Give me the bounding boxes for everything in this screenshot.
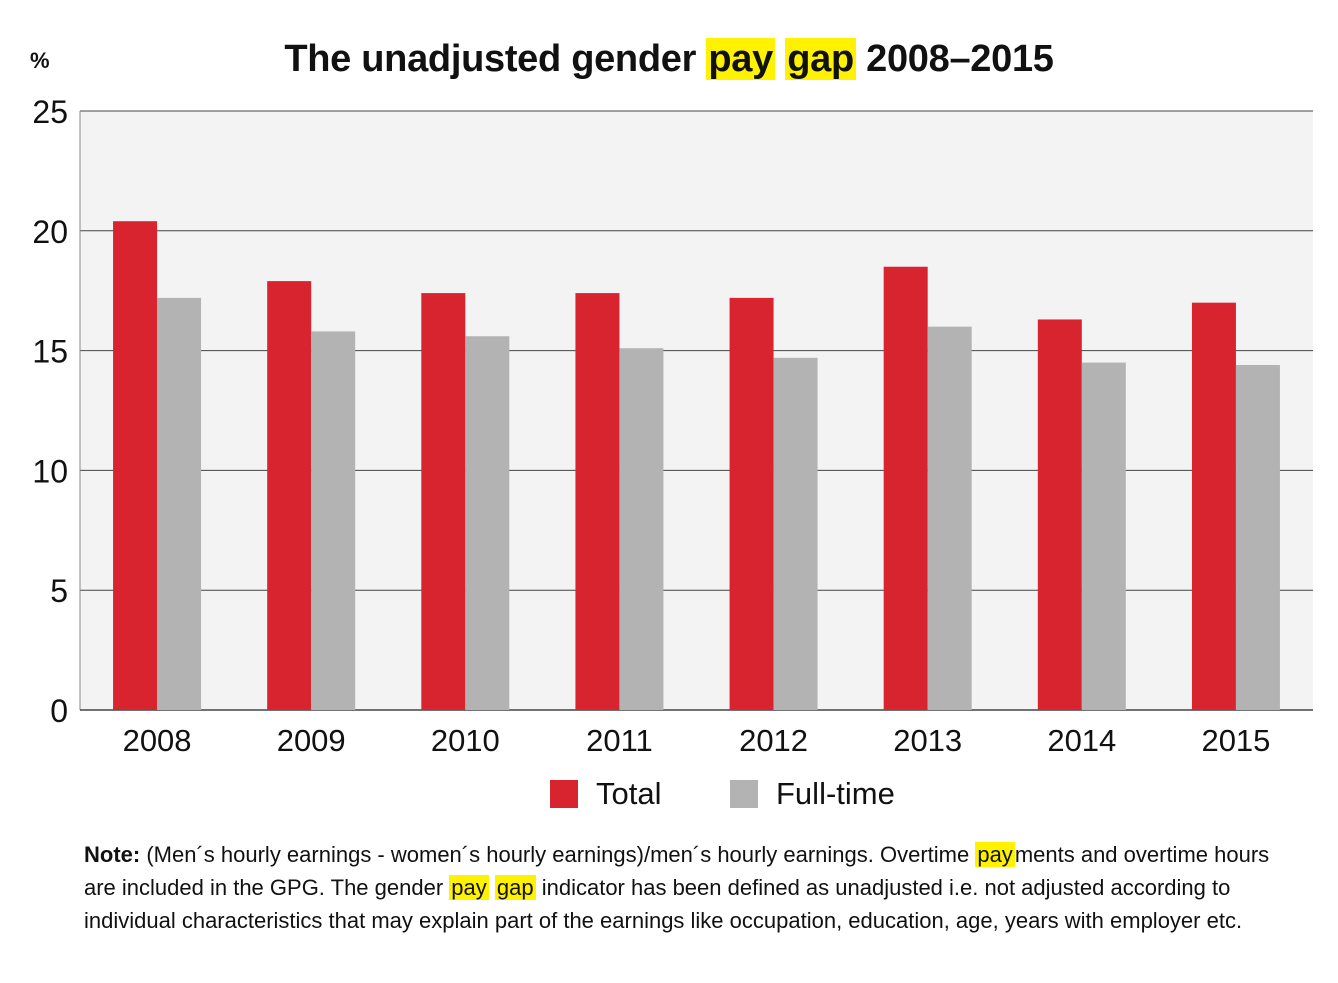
x-tick-label-2008: 2008 — [123, 723, 192, 758]
bar-total-2010 — [421, 293, 466, 710]
title-text-2: 2008–2015 — [855, 38, 1054, 80]
legend-item-fulltime: Full-time — [730, 776, 895, 812]
y-tick-label-25: 25 — [32, 94, 68, 130]
title-space — [775, 38, 785, 80]
legend-swatch-total — [550, 780, 578, 808]
bar-total-2011 — [575, 293, 620, 710]
title-highlight-pay: pay — [706, 38, 775, 80]
bar-total-2015 — [1191, 302, 1236, 710]
note-highlight-pay-2: pay — [449, 875, 489, 900]
y-tick-label-15: 15 — [32, 334, 68, 370]
y-tick-label-5: 5 — [50, 573, 68, 609]
note-text-4: indicator has been defined as unadjusted… — [84, 875, 1243, 933]
legend: Total Full-time — [0, 776, 1338, 816]
note-highlight-pay-1: pay — [975, 842, 1015, 867]
bar-fulltime-2009 — [311, 331, 356, 710]
bar-total-2009 — [267, 281, 312, 710]
note-paragraph: Note: (Men´s hourly earnings - women´s h… — [84, 838, 1299, 937]
legend-swatch-fulltime — [730, 780, 758, 808]
note-highlight-gap: gap — [494, 875, 536, 900]
title-text-1: The unadjusted gender — [284, 38, 707, 80]
bar-fulltime-2008 — [157, 297, 202, 710]
bar-fulltime-2013 — [927, 326, 972, 710]
y-tick-label-0: 0 — [50, 693, 68, 729]
bar-fulltime-2014 — [1081, 362, 1126, 710]
bar-total-2014 — [1037, 319, 1082, 710]
chart-title: The unadjusted gender pay gap 2008–2015 — [0, 38, 1338, 81]
y-tick-label-20: 20 — [32, 214, 68, 250]
x-tick-label-2015: 2015 — [1201, 723, 1270, 758]
bar-total-2012 — [729, 297, 774, 710]
bar-fulltime-2015 — [1235, 364, 1280, 710]
bar-chart: 0 5 10 15 20 25 2008 2009 2010 2011 2012 2013 2014 20… — [32, 94, 1313, 758]
bar-fulltime-2012 — [773, 357, 818, 710]
x-tick-label-2010: 2010 — [431, 723, 500, 758]
x-tick-label-2014: 2014 — [1047, 723, 1116, 758]
y-tick-label-10: 10 — [32, 453, 68, 489]
x-tick-label-2012: 2012 — [739, 723, 808, 758]
note-text-2: ments and overtime hours are included in… — [84, 842, 1270, 900]
bar-fulltime-2010 — [465, 336, 510, 710]
legend-label-total: Total — [596, 776, 662, 811]
x-tick-label-2011: 2011 — [586, 723, 653, 758]
note-text-3 — [489, 875, 495, 900]
x-tick-label-2009: 2009 — [277, 723, 346, 758]
x-tick-label-2013: 2013 — [893, 723, 962, 758]
title-highlight-gap: gap — [785, 38, 856, 80]
note-text-1: (Men´s hourly earnings - women´s hourly … — [140, 842, 976, 867]
bar-fulltime-2011 — [619, 348, 664, 710]
legend-item-total: Total — [550, 776, 661, 812]
bar-total-2008 — [113, 221, 158, 710]
legend-label-fulltime: Full-time — [776, 776, 895, 811]
plot-background — [80, 111, 1313, 710]
y-axis-unit: % — [30, 48, 50, 73]
bar-total-2013 — [883, 266, 928, 710]
note-label: Note: — [84, 842, 141, 867]
